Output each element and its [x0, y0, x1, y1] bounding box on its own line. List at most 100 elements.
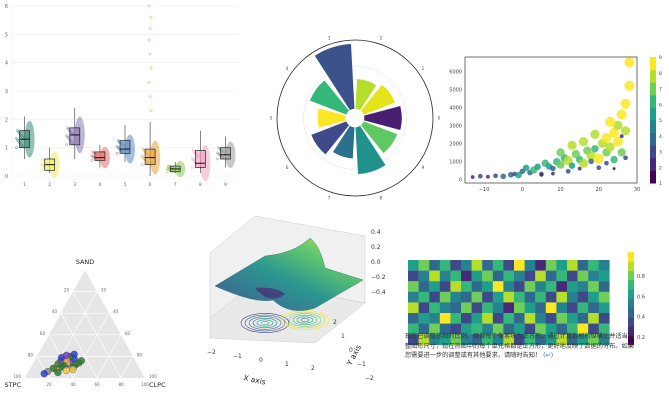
- heatmap-cell: [429, 270, 440, 282]
- heatmap-cell: [514, 260, 525, 271]
- heatmap-cell: [408, 281, 419, 292]
- heatmap-cell: [492, 302, 504, 314]
- ternary-tick-label: 80: [28, 352, 34, 357]
- scatter-point: [616, 109, 627, 120]
- box-plot-chart: 0 1 2 3 4 5 6 1 2 3 4 5 6 7 8 9: [5, 4, 238, 188]
- heatmap-cell: [429, 302, 440, 314]
- heatmap-cell: [535, 291, 546, 303]
- x-tick-label: 3: [73, 182, 76, 188]
- y-tick-label: 4000: [449, 105, 462, 111]
- heatmap-cell: [588, 302, 599, 314]
- scatter-point: [588, 158, 594, 165]
- heatmap-cell: [567, 334, 578, 345]
- caption-link[interactable]: (↩): [543, 352, 554, 360]
- scatter-point: [565, 168, 571, 174]
- box-body: [144, 148, 156, 166]
- colorbar-tick-label: 0.6: [637, 294, 645, 300]
- heatmap-cell: [535, 334, 546, 345]
- x-tick-label: 1: [285, 361, 289, 368]
- heatmap-cell: [450, 323, 462, 335]
- z-tick-label: 0.2: [371, 244, 381, 251]
- heatmap-cell: [524, 302, 536, 314]
- heatmap-cell: [545, 302, 557, 314]
- heatmap-cell: [577, 270, 589, 282]
- heatmap-cell: [439, 270, 451, 282]
- contour-ring: [300, 318, 310, 322]
- contour-ring: [260, 321, 270, 325]
- ternary-triangle: [25, 270, 145, 378]
- heatmap-cell: [524, 260, 536, 271]
- heatmap-cell: [545, 313, 557, 324]
- polar-outer-ring: [276, 39, 434, 197]
- colorbar-tick-label: 6: [659, 102, 662, 108]
- heatmap-cell: [418, 281, 430, 292]
- z-tick-label: −0.4: [371, 289, 386, 296]
- colorbar-segment: [650, 94, 656, 108]
- heatmap-cell: [418, 334, 430, 345]
- heatmap-cell: [556, 260, 568, 271]
- ternary-point: [54, 369, 62, 377]
- heatmap-cell: [556, 323, 568, 335]
- outlier-point: [147, 81, 151, 84]
- heatmap-cell: [556, 270, 568, 282]
- heatmap-cell: [535, 302, 546, 314]
- jitter-point: [90, 159, 94, 162]
- y-tick-label: 6: [5, 4, 8, 10]
- ternary-tick-label: 100: [13, 374, 21, 379]
- heatmap-cell: [439, 302, 451, 314]
- x-tick-label: 2: [311, 365, 315, 372]
- heatmap-cell: [577, 302, 589, 314]
- colorbar-segment: [650, 69, 656, 83]
- scatter-point: [617, 148, 626, 157]
- angle-tick-label: 4: [286, 66, 289, 72]
- x-tick-label: −1: [233, 353, 242, 360]
- caption-text: 现在已调整热图的比例，确保每个像素块为正方形。通过计算数据的纵横比并适当调整图形…: [405, 333, 634, 360]
- colorbar-tick-label: 4: [659, 134, 662, 140]
- scatter-point: [534, 163, 541, 171]
- heatmap-cell: [556, 313, 568, 324]
- heatmap-cell: [535, 281, 546, 292]
- heatmap-cell: [482, 260, 493, 271]
- outlier-point: [147, 38, 151, 42]
- x-tick-label: 0: [259, 357, 263, 364]
- heatmap-cell: [514, 334, 525, 345]
- heatmap-cell: [545, 291, 557, 303]
- heatmap-cell: [524, 281, 536, 292]
- y-tick-label: −1: [357, 361, 366, 368]
- scatter-point: [556, 160, 565, 169]
- heatmap-cell: [577, 260, 589, 271]
- heatmap-cell: [492, 313, 504, 324]
- heatmap-cell: [524, 313, 536, 324]
- scatter-point: [486, 174, 490, 179]
- jitter-point: [115, 151, 119, 155]
- x-tick-label: −10: [479, 187, 490, 193]
- angle-tick-label: 1: [422, 66, 425, 72]
- heatmap-cell: [545, 260, 557, 271]
- heatmap-cell: [598, 302, 610, 314]
- colorbar-tick-label: 8: [659, 71, 662, 77]
- ternary-grid-line: [60, 313, 98, 379]
- angle-tick-label: 8: [380, 195, 383, 201]
- heatmap-cell: [450, 260, 462, 271]
- scatter-point: [568, 162, 576, 169]
- outlier-point: [149, 15, 153, 19]
- outlier-point: [149, 109, 153, 113]
- angle-tick-label: 5: [270, 116, 273, 122]
- ternary-point: [62, 351, 70, 359]
- heatmap-cell: [461, 260, 472, 271]
- heatmap-cell: [503, 302, 515, 314]
- polar-bar: [360, 121, 398, 154]
- box-1: [15, 116, 35, 159]
- heatmap-cell: [461, 302, 472, 314]
- polar-bar: [314, 44, 355, 111]
- heatmap-cell: [524, 334, 536, 345]
- scatter-point: [619, 134, 624, 139]
- colorbar-segment: [628, 326, 634, 337]
- box-9: [216, 136, 236, 168]
- heatmap-cell: [514, 323, 525, 335]
- ternary-tick-label: 40: [52, 309, 58, 314]
- ternary-point: [54, 360, 62, 368]
- ternary-point: [62, 366, 70, 374]
